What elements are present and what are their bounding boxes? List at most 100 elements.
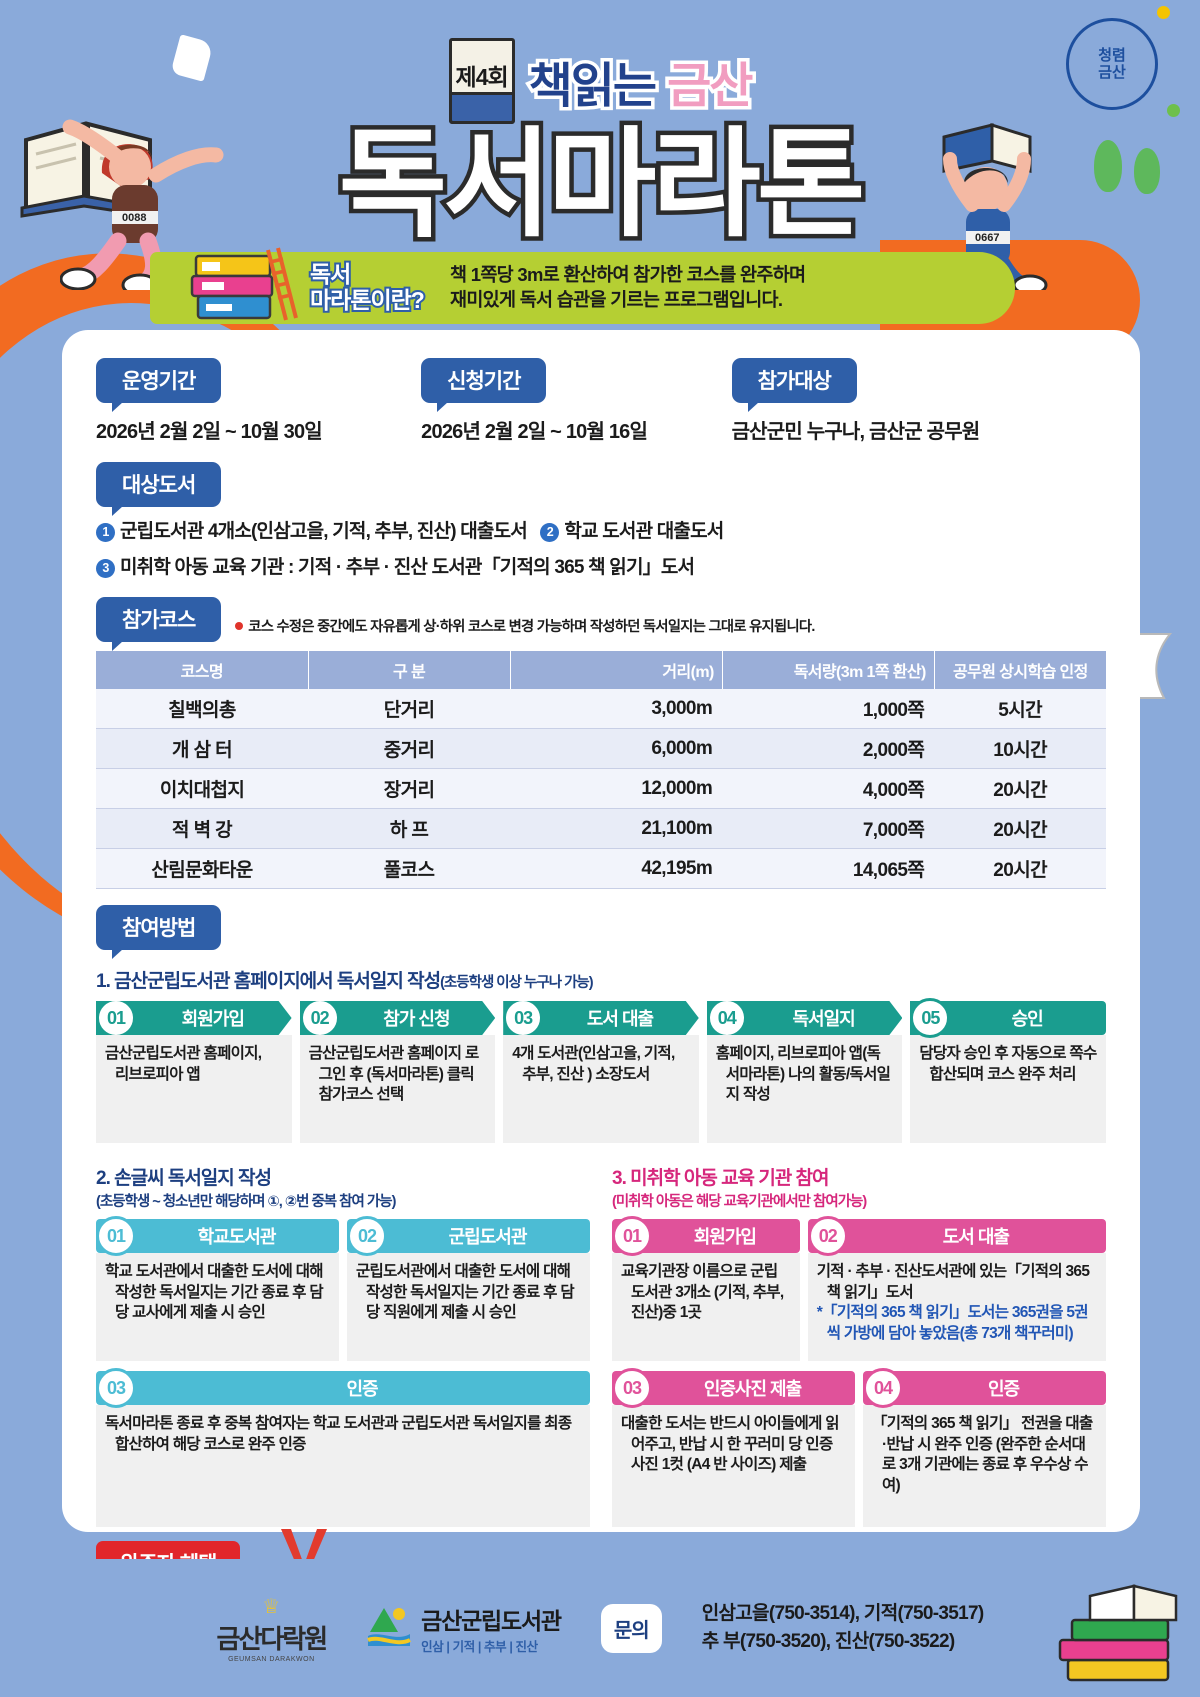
step-04-label: 독서일지 xyxy=(792,1009,855,1029)
cell-hours: 20시간 xyxy=(934,808,1106,849)
step-04-text: 홈페이지, 리브로피아 앱(독서마라톤) 나의 활동/독서일지 작성 xyxy=(715,1045,891,1104)
section3-step-01: 01 회원가입 교육기관장 이름으로 군립도서관 3개소 (기적, 추부, 진산… xyxy=(612,1216,800,1361)
footer-books-illustration xyxy=(1050,1572,1180,1697)
svg-text:0088: 0088 xyxy=(122,212,146,224)
target-books-line-1: 1 군립도서관 4개소(인삼고을, 기적, 추부, 진산) 대출도서 2 학교 도서… xyxy=(96,516,1106,543)
table-row: 이치대첩지 장거리 12,000m 4,000쪽 20시간 xyxy=(96,768,1106,809)
section3-step-02-label: 도서 대출 xyxy=(942,1227,1010,1247)
method-section1-title: 1. 금산군립도서관 홈페이지에서 독서일지 작성(초등학생 이상 누구나 가능… xyxy=(96,966,1106,993)
cell-distance: 42,195m xyxy=(510,848,723,889)
intro-label-line2: 마라톤이란? xyxy=(308,285,427,314)
step-05-text: 담당자 승인 후 자동으로 쪽수 합산되며 코스 완주 처리 xyxy=(919,1045,1097,1083)
section3-step-02-text: 기적 · 추부 · 진산도서관에 있는「기적의 365 책 읽기」도서 xyxy=(816,1263,1090,1301)
step-04-body: 홈페이지, 리브로피아 앱(독서마라톤) 나의 활동/독서일지 작성 xyxy=(706,1035,903,1143)
section1-steps: 01 회원가입 금산군립도서관 홈페이지, 리브로피아 앱 02 참가 신청 금… xyxy=(96,998,1106,1143)
step-02-header: 02 참가 신청 xyxy=(300,1001,496,1035)
section3-steps-top: 01 회원가입 교육기관장 이름으로 군립도서관 3개소 (기적, 추부, 진산… xyxy=(612,1216,1106,1361)
step-04-header: 04 독서일지 xyxy=(707,1001,903,1035)
tree-decoration-2 xyxy=(1134,148,1160,194)
application-period-tag: 신청기간 xyxy=(421,358,547,412)
section3-steps-bottom: 03 인증사진 제출 대출한 도서는 반드시 아이들에게 읽어주고, 반납 시 … xyxy=(612,1368,1106,1527)
target-books-tag: 대상도서 xyxy=(96,462,222,516)
emblem-line2: 금산 xyxy=(1098,64,1126,81)
green-dot-decoration xyxy=(1167,104,1180,117)
library-logo-text: 금산군립도서관 인삼 | 기적 | 추부 | 진산 xyxy=(421,1602,562,1655)
table-row: 개 삼 터 중거리 6,000m 2,000쪽 10시간 xyxy=(96,728,1106,769)
section2-step-01-text: 학교 도서관에서 대출한 도서에 대해 작성한 독서일지는 기간 종료 후 담당… xyxy=(105,1263,324,1322)
step-02-body: 금산군립도서관 홈페이지 로그인 후 (독서마라톤) 클릭 참가코스 선택 xyxy=(299,1035,496,1143)
intro-label-line1: 독서 xyxy=(308,260,353,289)
section3-step-02-note: *「기적의 365 책 읽기」도서는 365권을 5권씩 가방에 담아 놓았음(… xyxy=(816,1304,1089,1342)
cell-type: 풀코스 xyxy=(308,848,511,889)
target-books-line-2: 3 미취학 아동 교육 기관 : 기적 · 추부 · 진산 도서관「기적의 365… xyxy=(96,552,1106,579)
library-mark-icon xyxy=(366,1602,412,1655)
cell-hours: 20시간 xyxy=(934,848,1106,889)
step-01-text2: 리브로피아 앱 xyxy=(115,1065,201,1083)
inquiry-contacts: 인삼고을(750-3514), 기적(750-3517) 추 부(750-352… xyxy=(702,1600,984,1655)
darakwon-logo-en: GEUMSAN DARAKWON xyxy=(228,1655,315,1663)
section3-step-04-label: 인증 xyxy=(987,1379,1020,1399)
title-row: 제4회 책읽는 금산 xyxy=(0,0,1200,124)
library-logo-title: 금산군립도서관 xyxy=(421,1607,562,1634)
section2-step-03-label: 인증 xyxy=(346,1379,378,1399)
section2-step-03-row: 03 인증 독서마라톤 종료 후 중복 참여자는 학교 도서관과 군립도서관 독… xyxy=(96,1368,590,1527)
intro-label: 독서 마라톤이란? xyxy=(308,260,450,315)
section3-step-03-label: 인증사진 제출 xyxy=(703,1379,802,1399)
section2-step-03-number: 03 xyxy=(96,1368,136,1408)
step-02-label: 참가 신청 xyxy=(383,1009,450,1029)
tree-decoration-1 xyxy=(1094,140,1122,192)
section3-step-01-header: 01 회원가입 xyxy=(612,1216,800,1256)
step-02-number: 02 xyxy=(300,998,340,1038)
cell-pages: 2,000쪽 xyxy=(722,728,935,769)
operating-period-block: 운영기간 2026년 2월 2일 ~ 10월 30일 xyxy=(96,358,421,444)
section2-step-01-label: 학교도서관 xyxy=(197,1227,277,1247)
section2-step-02: 02 군립도서관 군립도서관에서 대출한 도서에 대해 작성한 독서일지는 기간… xyxy=(347,1216,590,1361)
step-01: 01 회원가입 금산군립도서관 홈페이지, 리브로피아 앱 xyxy=(96,1001,292,1143)
step-04-number: 04 xyxy=(707,998,747,1038)
cell-type: 단거리 xyxy=(308,689,511,729)
book-num-3: 3 xyxy=(96,558,115,578)
cell-distance: 3,000m xyxy=(510,689,723,729)
step-01-body: 금산군립도서관 홈페이지, 리브로피아 앱 xyxy=(96,1035,292,1143)
section2-step-03-body: 독서마라톤 종료 후 중복 참여자는 학교 도서관과 군립도서관 독서일지를 최… xyxy=(96,1405,590,1527)
step-05-number: 05 xyxy=(910,998,951,1038)
book-num-1: 1 xyxy=(96,522,115,542)
method-tag: 참여방법 xyxy=(96,905,222,959)
intro-text-line2: 재미있게 독서 습관을 기르는 프로그램입니다. xyxy=(450,289,783,310)
section3-step-04-header: 04 인증 xyxy=(863,1368,1106,1408)
section3-title: 3. 미취학 아동 교육 기관 참여 (미취학 아동은 해당 교육기관에서만 참… xyxy=(612,1163,1106,1211)
cell-name: 개 삼 터 xyxy=(96,728,309,769)
cell-name: 적 벽 강 xyxy=(96,808,309,849)
section2-step-01-header: 01 학교도서관 xyxy=(96,1216,339,1256)
table-row: 칠백의총 단거리 3,000m 1,000쪽 5시간 xyxy=(96,689,1106,729)
cell-hours: 10시간 xyxy=(934,728,1106,769)
cell-pages: 1,000쪽 xyxy=(722,689,935,729)
section3-step-03-body: 대출한 도서는 반드시 아이들에게 읽어주고, 반납 시 한 꾸러미 당 인증 … xyxy=(612,1405,855,1527)
library-logo: 금산군립도서관 인삼 | 기적 | 추부 | 진산 xyxy=(366,1602,562,1655)
section3-step-03-text: 대출한 도서는 반드시 아이들에게 읽어주고, 반납 시 한 꾸러미 당 인증 … xyxy=(621,1415,840,1474)
section3-block: 3. 미취학 아동 교육 기관 참여 (미취학 아동은 해당 교육기관에서만 참… xyxy=(612,1147,1106,1527)
cell-type: 중거리 xyxy=(308,728,511,769)
section3-step-04-number: 04 xyxy=(863,1368,903,1408)
emblem-badge: 청렴 금산 xyxy=(1066,18,1158,110)
operating-period-tag: 운영기간 xyxy=(96,358,222,412)
section3-title-small: (미취학 아동은 해당 교육기관에서만 참여가능) xyxy=(612,1194,867,1210)
step-01-label: 회원가입 xyxy=(181,1009,244,1029)
col-hours: 공무원 상시학습 인정 xyxy=(934,651,1106,689)
subtitle-pink: 금산 xyxy=(664,57,757,117)
section2-step-03-header: 03 인증 xyxy=(96,1368,590,1408)
page-title: 독서마라톤 xyxy=(334,119,870,251)
inquiry-line-2: 추 부(750-3520), 진산(750-3522) xyxy=(701,1631,955,1652)
cell-distance: 21,100m xyxy=(510,808,723,849)
section2-step-02-number: 02 xyxy=(347,1216,387,1256)
method-section: 참여방법 1. 금산군립도서관 홈페이지에서 독서일지 작성(초등학생 이상 누… xyxy=(96,905,1106,1527)
cell-distance: 12,000m xyxy=(510,768,723,809)
course-header: 참가코스 코스 수정은 중간에도 자유롭게 상·하위 코스로 변경 가능하며 작… xyxy=(96,597,1106,651)
col-pages: 독서량(3m 1쪽 환산) xyxy=(722,651,935,689)
section2-step-02-label: 군립도서관 xyxy=(448,1227,528,1247)
section3-step-01-text: 교육기관장 이름으로 군립도서관 3개소 (기적, 추부, 진산)중 1곳 xyxy=(621,1263,784,1322)
cell-distance: 6,000m xyxy=(510,728,723,769)
section2-block: 2. 손글씨 독서일지 작성 (초등학생 ~ 청소년만 해당하며 ①, ②번 중… xyxy=(96,1147,590,1527)
section2-step-01: 01 학교도서관 학교 도서관에서 대출한 도서에 대해 작성한 독서일지는 기… xyxy=(96,1216,339,1361)
target-books-section: 대상도서 1 군립도서관 4개소(인삼고을, 기적, 추부, 진산) 대출도서 2… xyxy=(96,462,1106,579)
